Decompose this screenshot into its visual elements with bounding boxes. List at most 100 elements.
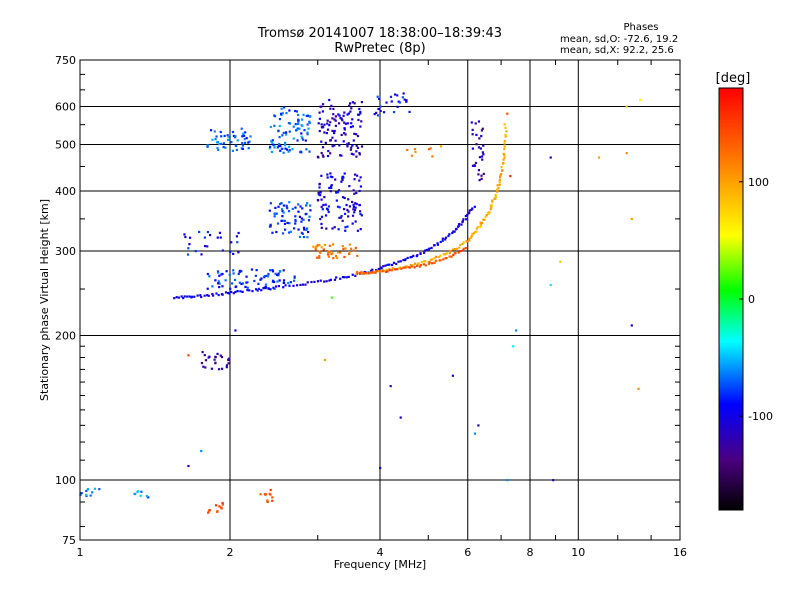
data-point	[236, 139, 239, 142]
data-point	[341, 219, 344, 222]
data-point	[300, 151, 303, 154]
data-point	[226, 291, 230, 295]
data-point	[503, 156, 506, 159]
data-point	[474, 161, 478, 165]
data-point	[471, 147, 474, 150]
data-point	[274, 285, 278, 288]
data-point	[503, 153, 506, 157]
data-point	[206, 144, 209, 147]
data-point	[506, 112, 509, 115]
data-point	[306, 230, 310, 234]
data-point	[368, 272, 371, 275]
data-point	[329, 107, 332, 110]
data-point	[231, 282, 234, 285]
data-point	[552, 479, 555, 482]
data-point	[222, 142, 226, 145]
data-point	[359, 185, 363, 188]
data-point	[318, 111, 321, 114]
data-point	[356, 134, 360, 138]
data-point	[404, 258, 407, 261]
y-axis-label: Stationary phase Virtual Height [km]	[38, 199, 51, 401]
data-point	[342, 114, 345, 117]
data-point	[300, 132, 303, 135]
data-point	[220, 507, 223, 510]
data-point	[320, 123, 323, 126]
data-point	[326, 128, 330, 131]
data-point	[276, 146, 279, 149]
data-point	[283, 228, 287, 231]
data-point	[379, 109, 382, 113]
data-point	[337, 228, 340, 231]
data-point	[352, 208, 355, 211]
data-point	[235, 235, 239, 238]
data-point	[260, 277, 263, 280]
data-point	[384, 270, 388, 274]
data-point	[287, 150, 290, 153]
data-point	[625, 105, 628, 108]
data-point	[220, 142, 223, 145]
data-point	[327, 149, 330, 153]
data-point	[273, 115, 277, 118]
data-point	[498, 178, 501, 182]
data-point	[360, 120, 363, 123]
data-point	[341, 177, 344, 180]
data-point	[236, 241, 239, 244]
data-point	[315, 245, 318, 248]
data-point	[354, 274, 357, 277]
data-point	[385, 101, 388, 104]
data-point	[332, 113, 335, 116]
data-point	[453, 248, 457, 251]
data-point	[234, 329, 237, 332]
data-point	[433, 257, 436, 260]
data-point	[441, 237, 444, 240]
y-tick-label: 750	[55, 54, 76, 67]
data-point	[473, 432, 477, 435]
x-tick-label: 4	[377, 546, 384, 559]
data-point	[359, 176, 362, 179]
data-point	[348, 102, 352, 105]
data-point	[502, 152, 505, 155]
data-point	[347, 142, 350, 145]
stats-x-mode: mean, sd,X: 92.2, 25.6	[560, 45, 674, 56]
data-point	[354, 202, 357, 205]
data-point	[295, 284, 299, 287]
x-tick-label: 2	[227, 546, 234, 559]
data-point	[334, 139, 337, 142]
data-point	[468, 239, 471, 242]
data-point	[448, 249, 451, 253]
data-point	[225, 364, 229, 367]
data-point	[220, 355, 224, 359]
data-point	[450, 255, 453, 258]
data-point	[200, 361, 204, 365]
data-point	[345, 203, 348, 207]
data-point	[306, 236, 309, 239]
data-point	[270, 140, 273, 143]
data-point	[351, 222, 354, 225]
data-point	[282, 281, 286, 285]
data-point	[375, 111, 378, 114]
data-point	[203, 236, 206, 239]
data-point	[293, 227, 296, 230]
data-point	[288, 145, 291, 148]
data-point	[259, 493, 262, 496]
data-point	[287, 121, 291, 125]
data-point	[359, 125, 362, 128]
y-tick-label: 100	[55, 474, 76, 487]
data-point	[500, 165, 503, 169]
data-point	[358, 271, 361, 275]
data-point	[215, 504, 218, 507]
data-point	[354, 246, 357, 250]
data-point	[453, 230, 456, 233]
data-point	[341, 275, 345, 279]
data-point	[451, 374, 455, 377]
data-point	[318, 117, 322, 120]
data-point	[377, 107, 380, 111]
data-point	[376, 114, 380, 117]
data-point	[236, 290, 239, 293]
data-point	[504, 135, 507, 138]
data-point	[300, 220, 303, 223]
data-point	[257, 282, 260, 285]
data-point	[272, 143, 275, 146]
data-point	[439, 259, 442, 262]
data-point	[241, 135, 244, 138]
